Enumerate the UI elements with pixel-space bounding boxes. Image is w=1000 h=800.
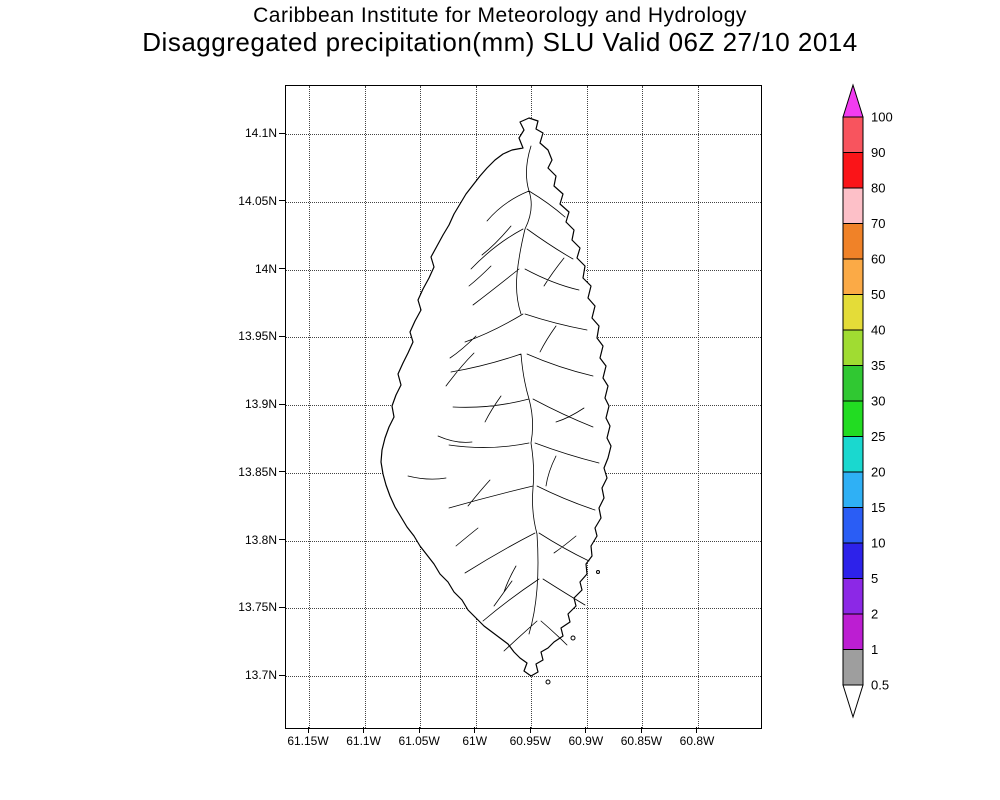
axis-tick-mark — [279, 674, 285, 676]
y-axis-tick-label: 13.8N — [244, 532, 277, 547]
gridline-vertical — [309, 86, 310, 728]
axis-tick-mark — [529, 727, 531, 733]
y-axis-tick-label: 13.95N — [238, 329, 277, 344]
colorbar-segment — [842, 471, 864, 508]
axis-tick-mark — [640, 727, 642, 733]
x-axis-tick-label: 60.8W — [679, 734, 715, 748]
colorbar-label: 2 — [871, 607, 878, 622]
colorbar-segment — [842, 507, 864, 544]
axis-tick-mark — [418, 727, 420, 733]
offshore-islet — [545, 679, 551, 685]
title-line-1: Caribbean Institute for Meteorology and … — [253, 4, 747, 27]
colorbar-label: 10 — [871, 536, 885, 551]
colorbar-label: 0.5 — [871, 678, 889, 693]
y-axis-tick-label: 14.05N — [238, 193, 277, 208]
colorbar-label: 100 — [871, 110, 893, 125]
colorbar-label: 30 — [871, 394, 885, 409]
colorbar-label: 25 — [871, 429, 885, 444]
gridline-vertical — [364, 86, 366, 728]
axis-tick-mark — [474, 727, 476, 733]
colorbar-segment — [842, 613, 864, 650]
colorbar-label: 90 — [871, 145, 885, 160]
x-axis-tick-label: 60.85W — [620, 734, 663, 748]
colorbar-segment — [842, 542, 864, 579]
colorbar-segment — [842, 187, 864, 224]
colorbar-arrow-down — [842, 684, 864, 719]
x-axis-tick-label: 60.95W — [509, 734, 551, 748]
axis-tick-mark — [279, 606, 285, 608]
offshore-islet — [596, 570, 600, 574]
page-title: Caribbean Institute for Meteorology and … — [0, 4, 1000, 57]
colorbar-label: 80 — [871, 181, 885, 196]
y-axis-tick-label: 13.75N — [238, 600, 277, 615]
x-axis-tick-label: 60.9W — [568, 734, 604, 748]
watershed-boundaries — [407, 145, 600, 652]
saint-lucia-coastline — [380, 117, 612, 677]
axis-tick-mark — [279, 132, 285, 134]
colorbar-label: 15 — [871, 500, 885, 515]
colorbar-label: 35 — [871, 358, 885, 373]
x-axis-tick-label: 61W — [462, 734, 488, 748]
y-axis-tick-label: 13.85N — [238, 464, 277, 479]
axis-tick-mark — [279, 403, 285, 405]
colorbar-legend: 100 90 80 70 60 50 40 35 30 25 20 15 10 5 2 1 0.5 — [842, 83, 893, 719]
colorbar-segment — [842, 116, 864, 153]
axis-tick-mark — [279, 539, 285, 540]
colorbar-label: 60 — [871, 252, 885, 267]
colorbar-segment — [842, 223, 864, 260]
map-plot-area — [285, 85, 762, 729]
y-axis-tick-label: 14.1N — [244, 126, 277, 140]
y-axis-tick-label: 14N — [254, 261, 277, 276]
colorbar-label: 5 — [871, 571, 878, 586]
colorbar-label: 20 — [871, 465, 885, 480]
colorbar-segment — [842, 365, 864, 402]
colorbar-segment — [842, 152, 864, 189]
axis-tick-mark — [279, 268, 285, 269]
colorbar-segment — [842, 436, 864, 473]
axis-tick-mark — [279, 471, 285, 473]
colorbar-segment — [842, 258, 864, 295]
x-axis-tick-label: 61.15W — [287, 734, 329, 748]
axis-tick-mark — [363, 727, 365, 733]
offshore-islet — [570, 635, 576, 641]
saint-lucia-map — [380, 117, 612, 685]
colorbar-label: 70 — [871, 216, 885, 231]
axis-tick-mark — [307, 727, 309, 733]
colorbar-segment — [842, 649, 864, 686]
gridline-vertical — [697, 86, 699, 728]
colorbar-segment — [842, 400, 864, 437]
axis-tick-mark — [279, 335, 285, 337]
axis-tick-mark — [585, 727, 587, 733]
colorbar-label: 50 — [871, 287, 885, 302]
gridline-horizontal — [286, 676, 761, 677]
colorbar-label: 1 — [871, 642, 878, 657]
x-axis-tick-label: 61.05W — [398, 734, 440, 748]
colorbar-arrow-up — [842, 83, 864, 118]
colorbar-segment — [842, 329, 864, 366]
x-axis-tick-label: 61.1W — [346, 734, 381, 748]
colorbar-label: 40 — [871, 323, 885, 338]
axis-tick-mark — [279, 200, 285, 202]
y-axis-tick-label: 13.7N — [244, 668, 277, 682]
colorbar-segment — [842, 578, 864, 615]
axis-tick-mark — [696, 727, 698, 733]
title-line-2: Disaggregated precipitation(mm) SLU Vali… — [142, 27, 858, 57]
y-axis-tick-label: 13.9N — [244, 397, 277, 411]
gridline-vertical — [642, 86, 644, 728]
colorbar-segment — [842, 294, 864, 331]
